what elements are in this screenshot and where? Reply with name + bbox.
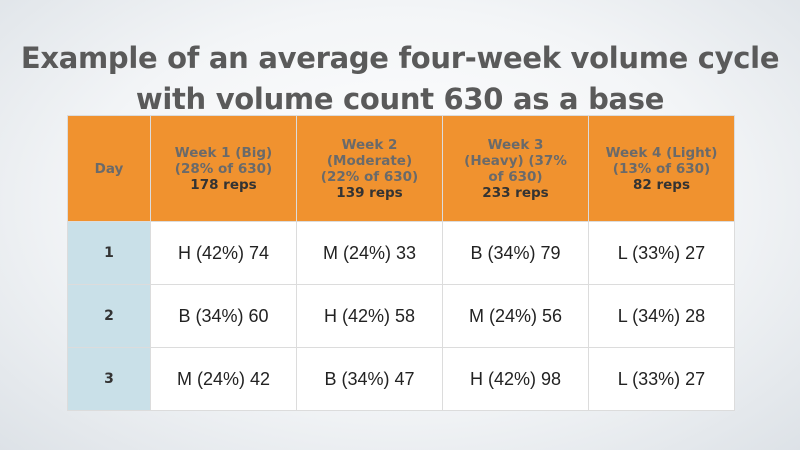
table-cell: B (34%) 79 (442, 221, 589, 285)
week-3-header: Week 3 (Heavy) (37% of 630) 233 reps (442, 115, 589, 222)
week-reps: 82 reps (633, 176, 690, 193)
header-row: Day Week 1 (Big) (28% of 630) 178 reps W… (67, 115, 735, 222)
day-cell: 1 (67, 221, 151, 285)
title-line-1: Example of an average four-week volume c… (20, 41, 780, 75)
week-reps: 139 reps (336, 184, 403, 201)
table-cell: L (34%) 28 (588, 284, 735, 348)
table-cell: B (34%) 47 (296, 347, 443, 411)
table-cell: B (34%) 60 (150, 284, 297, 348)
volume-cycle-table: Day Week 1 (Big) (28% of 630) 178 reps W… (67, 115, 735, 411)
week-4-header: Week 4 (Light) (13% of 630) 82 reps (588, 115, 735, 222)
week-header-line: Week 4 (Light) (605, 144, 718, 161)
week-2-header: Week 2 (Moderate) (22% of 630) 139 reps (296, 115, 443, 222)
week-header-line: Week 3 (487, 136, 544, 153)
day-cell: 3 (67, 347, 151, 411)
week-header-line: (Heavy) (37% (464, 152, 567, 169)
table-cell: M (24%) 33 (296, 221, 443, 285)
day-header-label: Day (94, 160, 124, 177)
table-cell: L (33%) 27 (588, 347, 735, 411)
week-header-line: Week 2 (341, 136, 398, 153)
week-header-line: (13% of 630) (612, 160, 711, 177)
table-cell: M (24%) 42 (150, 347, 297, 411)
table-row: 2 B (34%) 60 H (42%) 58 M (24%) 56 L (34… (67, 284, 735, 348)
week-header-line: Week 1 (Big) (174, 144, 273, 161)
week-header-line: (22% of 630) (320, 168, 419, 185)
week-header-line: of 630) (488, 168, 543, 185)
table-cell: M (24%) 56 (442, 284, 589, 348)
title-line-2: with volume count 630 as a base (135, 82, 665, 116)
week-header-line: (Moderate) (326, 152, 413, 169)
table-row: 3 M (24%) 42 B (34%) 47 H (42%) 98 L (33… (67, 347, 735, 411)
week-reps: 233 reps (482, 184, 549, 201)
table-cell: H (42%) 74 (150, 221, 297, 285)
day-column-header: Day (67, 115, 151, 222)
week-1-header: Week 1 (Big) (28% of 630) 178 reps (150, 115, 297, 222)
week-reps: 178 reps (190, 176, 257, 193)
table-cell: L (33%) 27 (588, 221, 735, 285)
table-row: 1 H (42%) 74 M (24%) 33 B (34%) 79 L (33… (67, 221, 735, 285)
slide-title: Example of an average four-week volume c… (0, 38, 800, 120)
table-cell: H (42%) 98 (442, 347, 589, 411)
week-header-line: (28% of 630) (174, 160, 273, 177)
day-cell: 2 (67, 284, 151, 348)
table-cell: H (42%) 58 (296, 284, 443, 348)
